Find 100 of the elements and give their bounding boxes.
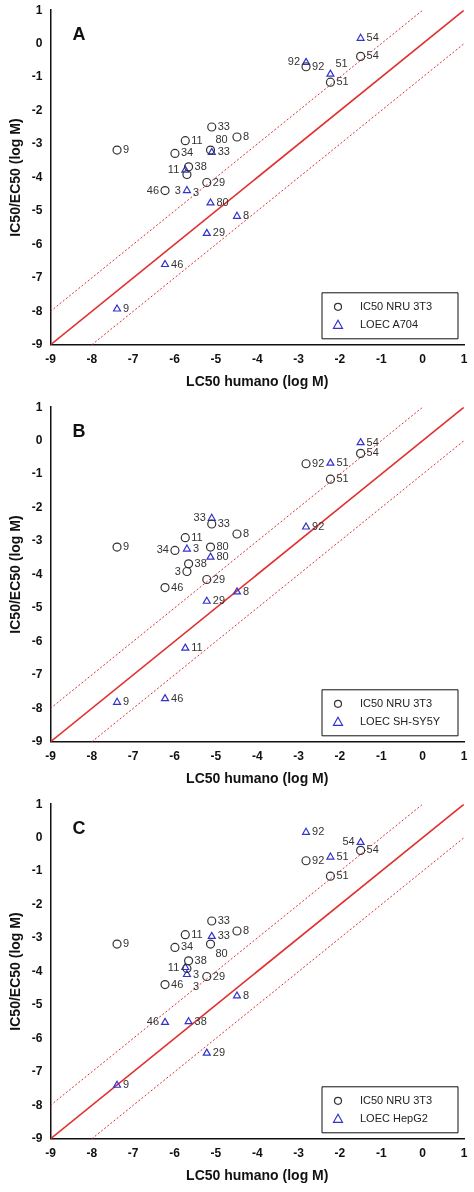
legend-label: LOEC HepG2 xyxy=(360,1111,428,1124)
point xyxy=(112,304,122,312)
y-tick-label: 1 xyxy=(35,399,43,414)
point xyxy=(205,939,216,949)
point xyxy=(206,198,215,206)
annotation: 33 xyxy=(217,145,230,158)
y-tick-label: -9 xyxy=(31,1131,43,1146)
x-axis-title: LC50 humano (log M) xyxy=(186,373,329,390)
annotation: 9 xyxy=(123,540,130,553)
point xyxy=(325,871,336,881)
y-tick-label: -8 xyxy=(31,303,43,318)
annotation: 54 xyxy=(366,843,379,856)
annotation: 80 xyxy=(216,550,229,563)
annotation: 38 xyxy=(194,953,207,966)
x-tick-label: 0 xyxy=(419,749,427,764)
point xyxy=(180,136,190,146)
annotation: 3 xyxy=(174,564,181,577)
x-tick-label: -7 xyxy=(127,352,139,367)
y-tick-label: 0 xyxy=(35,829,43,844)
y-tick-label: -9 xyxy=(31,337,43,352)
point xyxy=(202,1048,211,1056)
annotation: 3 xyxy=(174,183,181,196)
point xyxy=(170,545,180,556)
x-tick-label: -9 xyxy=(45,352,57,367)
annotation: 11 xyxy=(191,641,203,654)
point xyxy=(301,459,311,469)
y-tick-label: -1 xyxy=(31,863,43,878)
x-axis-title: LC50 humano (log M) xyxy=(186,770,329,787)
x-tick-label: -3 xyxy=(293,352,305,367)
y-axis-title: IC50/EC50 (log M) xyxy=(7,515,24,634)
point xyxy=(356,837,365,845)
annotation: 92 xyxy=(312,59,325,72)
text: B xyxy=(72,421,86,442)
point xyxy=(326,458,335,466)
point xyxy=(232,211,242,219)
point xyxy=(182,544,191,552)
y-tick-label: 1 xyxy=(35,2,43,17)
annotation: 33 xyxy=(217,120,230,133)
x-tick-label: -9 xyxy=(45,1146,57,1161)
y-tick-label: -6 xyxy=(31,1030,43,1045)
annotation: 80 xyxy=(215,947,228,960)
x-tick-label: -5 xyxy=(210,352,222,367)
point xyxy=(184,1017,193,1025)
annotation: 51 xyxy=(336,850,349,863)
y-tick-label: -3 xyxy=(31,930,43,945)
x-axis-title: LC50 humano (log M) xyxy=(186,1167,329,1184)
annotation: 33 xyxy=(193,511,206,524)
point xyxy=(160,582,170,593)
annotation: 29 xyxy=(212,969,226,982)
point xyxy=(232,529,242,539)
annotation: 8 xyxy=(242,209,250,222)
y-tick-label: -7 xyxy=(31,270,43,285)
x-tick-label: -5 xyxy=(210,749,222,764)
point xyxy=(170,148,180,159)
annotation: 92 xyxy=(312,456,325,469)
point xyxy=(160,185,170,196)
y-tick-label: -5 xyxy=(31,997,43,1012)
y-tick-label: -9 xyxy=(31,734,43,749)
annotation: 8 xyxy=(242,584,250,597)
x-tick-label: 0 xyxy=(419,352,427,367)
annotation: 38 xyxy=(194,1014,207,1027)
point xyxy=(160,259,170,268)
annotation: 46 xyxy=(146,1015,160,1028)
point xyxy=(202,574,212,585)
annotation: 51 xyxy=(336,75,349,88)
point xyxy=(112,939,122,949)
point xyxy=(112,1080,122,1088)
x-tick-label: -2 xyxy=(334,1146,346,1161)
x-tick-label: 1 xyxy=(460,1146,468,1161)
annotation: 29 xyxy=(212,594,226,607)
annotation: 11 xyxy=(191,530,203,543)
annotation: 54 xyxy=(366,49,379,62)
legend-label: IC50 NRU 3T3 xyxy=(360,1093,433,1106)
annotation: 3 xyxy=(192,967,200,980)
annotation: 54 xyxy=(366,31,379,44)
point xyxy=(202,177,212,188)
legend-label: IC50 NRU 3T3 xyxy=(360,299,433,312)
point xyxy=(160,979,170,990)
point xyxy=(301,827,311,835)
y-tick-label: 1 xyxy=(35,796,43,811)
y-tick-label: -2 xyxy=(31,499,43,514)
point xyxy=(202,596,211,604)
x-tick-label: -3 xyxy=(293,1146,305,1161)
point xyxy=(183,162,194,172)
y-tick-label: -1 xyxy=(31,69,43,84)
legend-label: IC50 NRU 3T3 xyxy=(360,696,433,709)
annotation: 29 xyxy=(212,572,226,585)
annotation: 54 xyxy=(366,446,379,459)
point xyxy=(183,559,194,569)
point xyxy=(326,69,335,77)
point xyxy=(356,448,366,458)
point xyxy=(112,542,122,552)
annotation: 80 xyxy=(216,195,229,208)
x-tick-label: -3 xyxy=(293,749,305,764)
point xyxy=(326,852,335,860)
annotation: 29 xyxy=(212,175,226,188)
x-tick-label: 1 xyxy=(460,749,468,764)
x-tick-label: -8 xyxy=(86,352,98,367)
x-tick-label: -1 xyxy=(375,749,387,764)
point xyxy=(182,169,192,180)
